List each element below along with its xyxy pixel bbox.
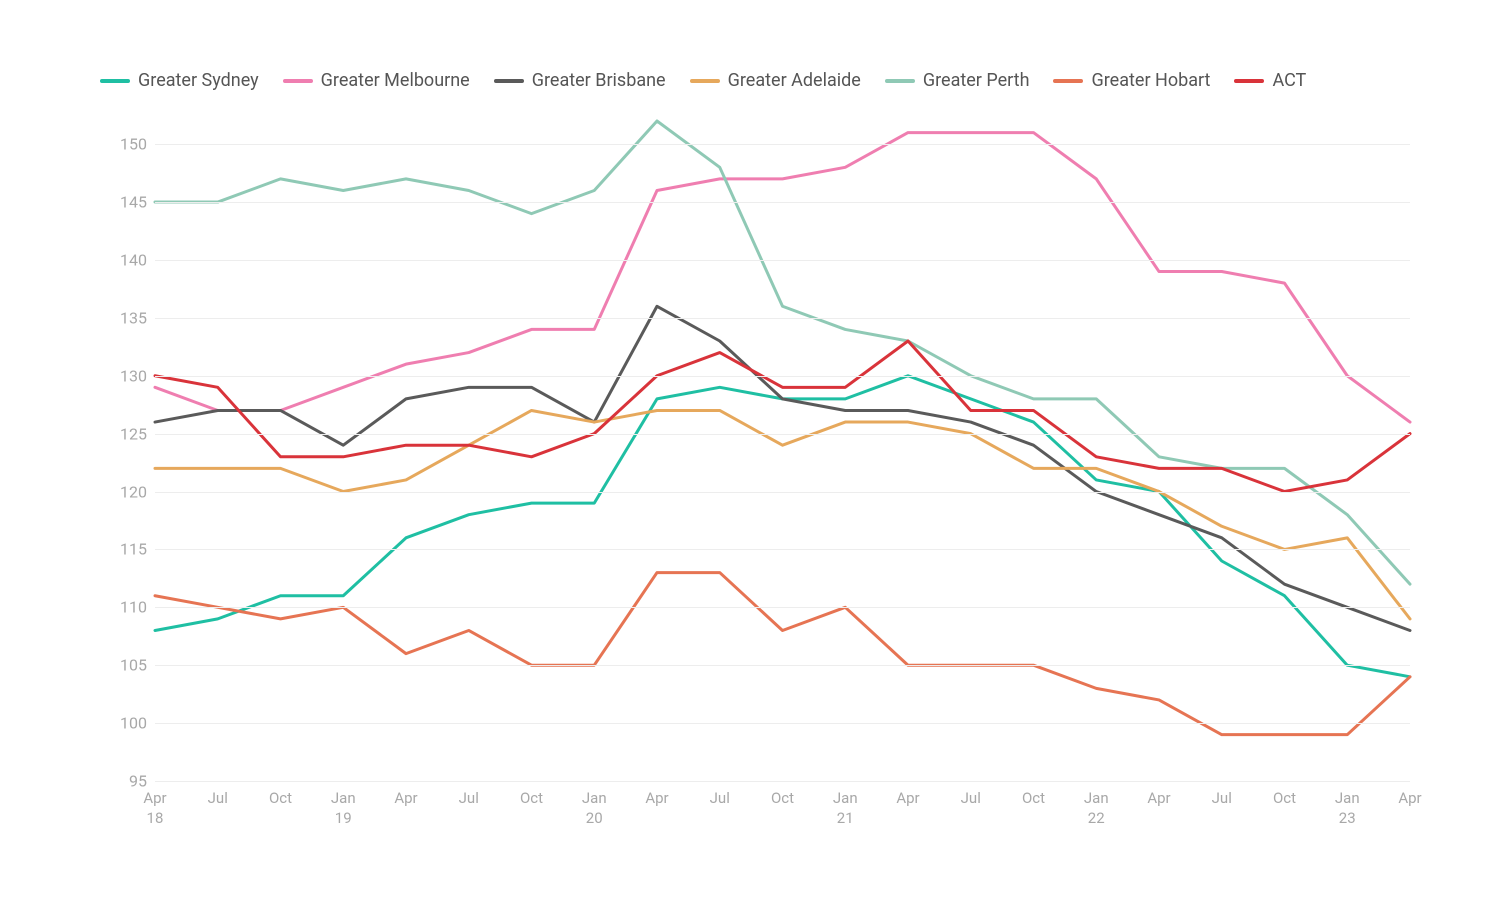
legend-label: Greater Melbourne bbox=[321, 70, 470, 91]
y-tick-label: 130 bbox=[120, 366, 147, 385]
x-tick-label: Oct bbox=[269, 789, 292, 809]
legend-swatch bbox=[885, 79, 915, 83]
gridline bbox=[155, 492, 1410, 493]
y-tick-label: 125 bbox=[120, 424, 147, 443]
gridline bbox=[155, 549, 1410, 550]
gridline bbox=[155, 665, 1410, 666]
x-tick-label: Oct bbox=[520, 789, 543, 809]
y-tick-label: 135 bbox=[120, 308, 147, 327]
legend-item: Greater Hobart bbox=[1053, 70, 1210, 91]
x-tick-label: Oct bbox=[1273, 789, 1296, 809]
legend-swatch bbox=[1234, 79, 1264, 83]
x-tick-label: Apr bbox=[896, 789, 919, 809]
legend: Greater Sydney Greater Melbourne Greater B… bbox=[100, 70, 1440, 91]
legend-swatch bbox=[690, 79, 720, 83]
x-tick-label: Jan 23 bbox=[1335, 789, 1360, 828]
line-chart: Greater Sydney Greater Melbourne Greater B… bbox=[0, 0, 1500, 900]
x-tick-label: Jul bbox=[208, 789, 228, 809]
legend-label: Greater Brisbane bbox=[532, 70, 666, 91]
series-line bbox=[155, 121, 1410, 584]
chart-lines bbox=[155, 121, 1410, 781]
legend-item: Greater Melbourne bbox=[283, 70, 470, 91]
x-tick-label: Jan 19 bbox=[331, 789, 356, 828]
legend-swatch bbox=[494, 79, 524, 83]
y-tick-label: 145 bbox=[120, 193, 147, 212]
x-tick-label: Apr bbox=[394, 789, 417, 809]
x-tick-label: Jul bbox=[710, 789, 730, 809]
x-tick-label: Jul bbox=[961, 789, 981, 809]
legend-item: Greater Perth bbox=[885, 70, 1030, 91]
gridline bbox=[155, 144, 1410, 145]
x-axis: Apr 18JulOctJan 19AprJulOctJan 20AprJulO… bbox=[155, 781, 1410, 841]
y-tick-label: 105 bbox=[120, 656, 147, 675]
legend-label: ACT bbox=[1272, 70, 1306, 91]
legend-label: Greater Adelaide bbox=[728, 70, 861, 91]
legend-swatch bbox=[100, 79, 130, 83]
gridline bbox=[155, 202, 1410, 203]
gridline bbox=[155, 607, 1410, 608]
x-tick-label: Jul bbox=[459, 789, 479, 809]
y-tick-label: 110 bbox=[120, 598, 147, 617]
x-tick-label: Jan 22 bbox=[1084, 789, 1109, 828]
legend-swatch bbox=[283, 79, 313, 83]
legend-label: Greater Hobart bbox=[1091, 70, 1210, 91]
gridline bbox=[155, 376, 1410, 377]
gridline bbox=[155, 318, 1410, 319]
y-tick-label: 150 bbox=[120, 135, 147, 154]
series-line bbox=[155, 410, 1410, 618]
series-line bbox=[155, 133, 1410, 422]
y-tick-label: 115 bbox=[120, 540, 147, 559]
legend-item: Greater Sydney bbox=[100, 70, 259, 91]
x-tick-label: Jan 20 bbox=[582, 789, 607, 828]
y-tick-label: 95 bbox=[129, 772, 147, 791]
legend-item: ACT bbox=[1234, 70, 1306, 91]
series-line bbox=[155, 341, 1410, 492]
x-tick-label: Oct bbox=[771, 789, 794, 809]
x-tick-label: Oct bbox=[1022, 789, 1045, 809]
plot-area: 95100105110115120125130135140145150 Apr … bbox=[100, 121, 1440, 781]
gridline bbox=[155, 434, 1410, 435]
x-tick-label: Apr 18 bbox=[143, 789, 166, 828]
x-tick-label: Jul bbox=[1212, 789, 1232, 809]
y-axis: 95100105110115120125130135140145150 bbox=[100, 121, 155, 781]
legend-label: Greater Sydney bbox=[138, 70, 259, 91]
x-tick-label: Jan 21 bbox=[833, 789, 858, 828]
legend-swatch bbox=[1053, 79, 1083, 83]
x-tick-label: Apr bbox=[645, 789, 668, 809]
x-tick-label: Apr bbox=[1147, 789, 1170, 809]
y-tick-label: 120 bbox=[120, 482, 147, 501]
gridline bbox=[155, 723, 1410, 724]
gridline bbox=[155, 260, 1410, 261]
y-tick-label: 100 bbox=[120, 714, 147, 733]
legend-label: Greater Perth bbox=[923, 70, 1030, 91]
y-tick-label: 140 bbox=[120, 250, 147, 269]
x-tick-label: Apr bbox=[1398, 789, 1421, 809]
legend-item: Greater Brisbane bbox=[494, 70, 666, 91]
legend-item: Greater Adelaide bbox=[690, 70, 861, 91]
